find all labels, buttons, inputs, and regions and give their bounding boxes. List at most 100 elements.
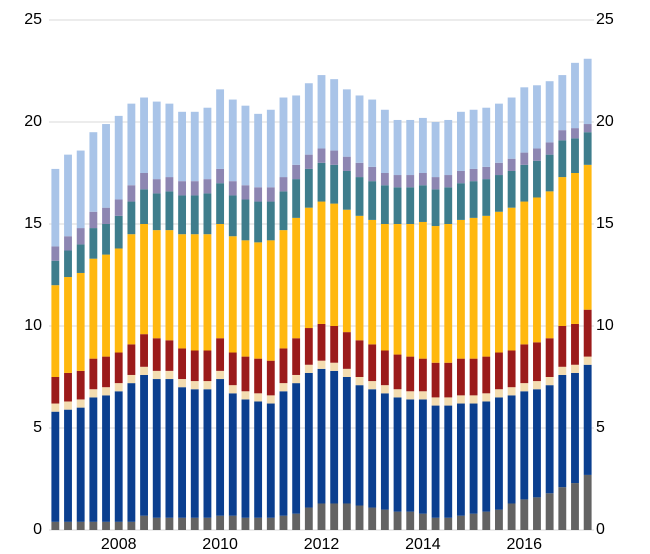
bar-segment: [444, 405, 453, 518]
bar-segment: [342, 156, 351, 171]
bar-segment: [380, 185, 389, 224]
bar-segment: [583, 124, 592, 133]
bar-segment: [558, 140, 567, 178]
bar-segment: [520, 152, 529, 165]
bar-segment: [495, 352, 503, 390]
bar-segment: [114, 115, 123, 200]
bar-segment: [571, 364, 579, 373]
bar-segment: [545, 377, 554, 386]
bar-segment: [431, 122, 440, 178]
bar-segment: [89, 211, 98, 229]
bar-segment: [51, 260, 60, 286]
bar-segment: [368, 181, 377, 220]
y-tick-label: 20: [24, 113, 42, 130]
bar-segment: [368, 381, 377, 390]
bar-segment: [342, 89, 351, 157]
bar-segment: [216, 379, 225, 516]
bar-segment: [51, 411, 60, 522]
bar-segment: [254, 517, 263, 530]
bar-segment: [102, 124, 110, 208]
bar-segment: [127, 185, 136, 202]
bar-segment: [380, 393, 389, 510]
bar-segment: [444, 362, 453, 398]
bar-segment: [114, 199, 123, 216]
bar-segment: [89, 228, 98, 259]
bar-segment: [216, 515, 225, 530]
bar-segment: [558, 487, 567, 530]
bar-segment: [469, 403, 478, 514]
bar-segment: [444, 517, 453, 530]
bar-segment: [178, 234, 187, 349]
bar-segment: [76, 521, 85, 530]
bar-segment: [330, 326, 339, 363]
bar-segment: [406, 399, 415, 512]
bar-segment: [571, 62, 579, 129]
bar-segment: [203, 389, 212, 518]
bar-segment: [571, 372, 579, 484]
bar-segment: [406, 187, 415, 224]
bar-segment: [190, 389, 199, 518]
bar-segment: [178, 111, 187, 182]
bar-segment: [330, 362, 339, 371]
bar-segment: [114, 383, 123, 392]
bar-segment: [317, 201, 326, 324]
bar-segment: [393, 119, 402, 176]
y-tick-label: 10: [24, 317, 42, 334]
bar-segment: [76, 399, 85, 408]
bar-segment: [165, 370, 174, 380]
bar-segment: [152, 338, 161, 371]
bar-segment: [304, 83, 313, 155]
bar-segment: [469, 109, 478, 169]
bar-segment: [469, 181, 478, 218]
bar-segment: [418, 391, 427, 400]
bar-segment: [140, 173, 148, 190]
bar-segment: [178, 195, 187, 235]
bar-segment: [266, 360, 275, 396]
bar-segment: [216, 89, 225, 169]
bar-segment: [165, 517, 174, 530]
bar-segment: [114, 215, 123, 249]
bar-segment: [140, 515, 148, 530]
bar-segment: [152, 379, 161, 518]
bar-segment: [76, 150, 85, 229]
bar-segment: [520, 383, 529, 392]
bar-segment: [456, 111, 465, 171]
bar-segment: [254, 187, 263, 202]
bar-segment: [228, 393, 237, 516]
bar-segment: [330, 203, 339, 326]
bar-segment: [355, 340, 364, 377]
bar-segment: [241, 517, 250, 530]
bar-segment: [418, 185, 427, 222]
bar-segment: [127, 374, 136, 384]
bar-segment: [64, 521, 72, 530]
bar-segment: [533, 497, 541, 530]
bar-segment: [178, 181, 187, 196]
bar-segment: [102, 521, 110, 530]
bar-segment: [64, 250, 72, 278]
bar-segment: [545, 385, 554, 494]
bar-segment: [583, 164, 592, 310]
bar-segment: [304, 364, 313, 373]
bar-segment: [266, 403, 275, 518]
bar-segment: [368, 219, 377, 345]
bar-segment: [317, 503, 326, 530]
bar-segment: [368, 99, 377, 167]
bar-segment: [76, 272, 85, 371]
bar-segment: [368, 389, 377, 508]
bar-segment: [317, 162, 326, 202]
bar-segment: [279, 515, 288, 530]
x-tick-label: 2012: [304, 536, 340, 553]
bar-segment: [89, 397, 98, 522]
bar-segment: [495, 389, 503, 398]
bar-segment: [190, 234, 199, 351]
bar-segment: [241, 399, 250, 518]
bar-segment: [140, 97, 148, 173]
bar-segment: [520, 391, 529, 500]
bar-segment: [76, 407, 85, 522]
y-tick-label: 15: [24, 215, 42, 232]
bar-segment: [228, 99, 237, 182]
bar-segment: [216, 338, 225, 371]
bar-segment: [495, 509, 503, 530]
bar-segment: [495, 162, 503, 176]
bar-segment: [190, 195, 199, 235]
